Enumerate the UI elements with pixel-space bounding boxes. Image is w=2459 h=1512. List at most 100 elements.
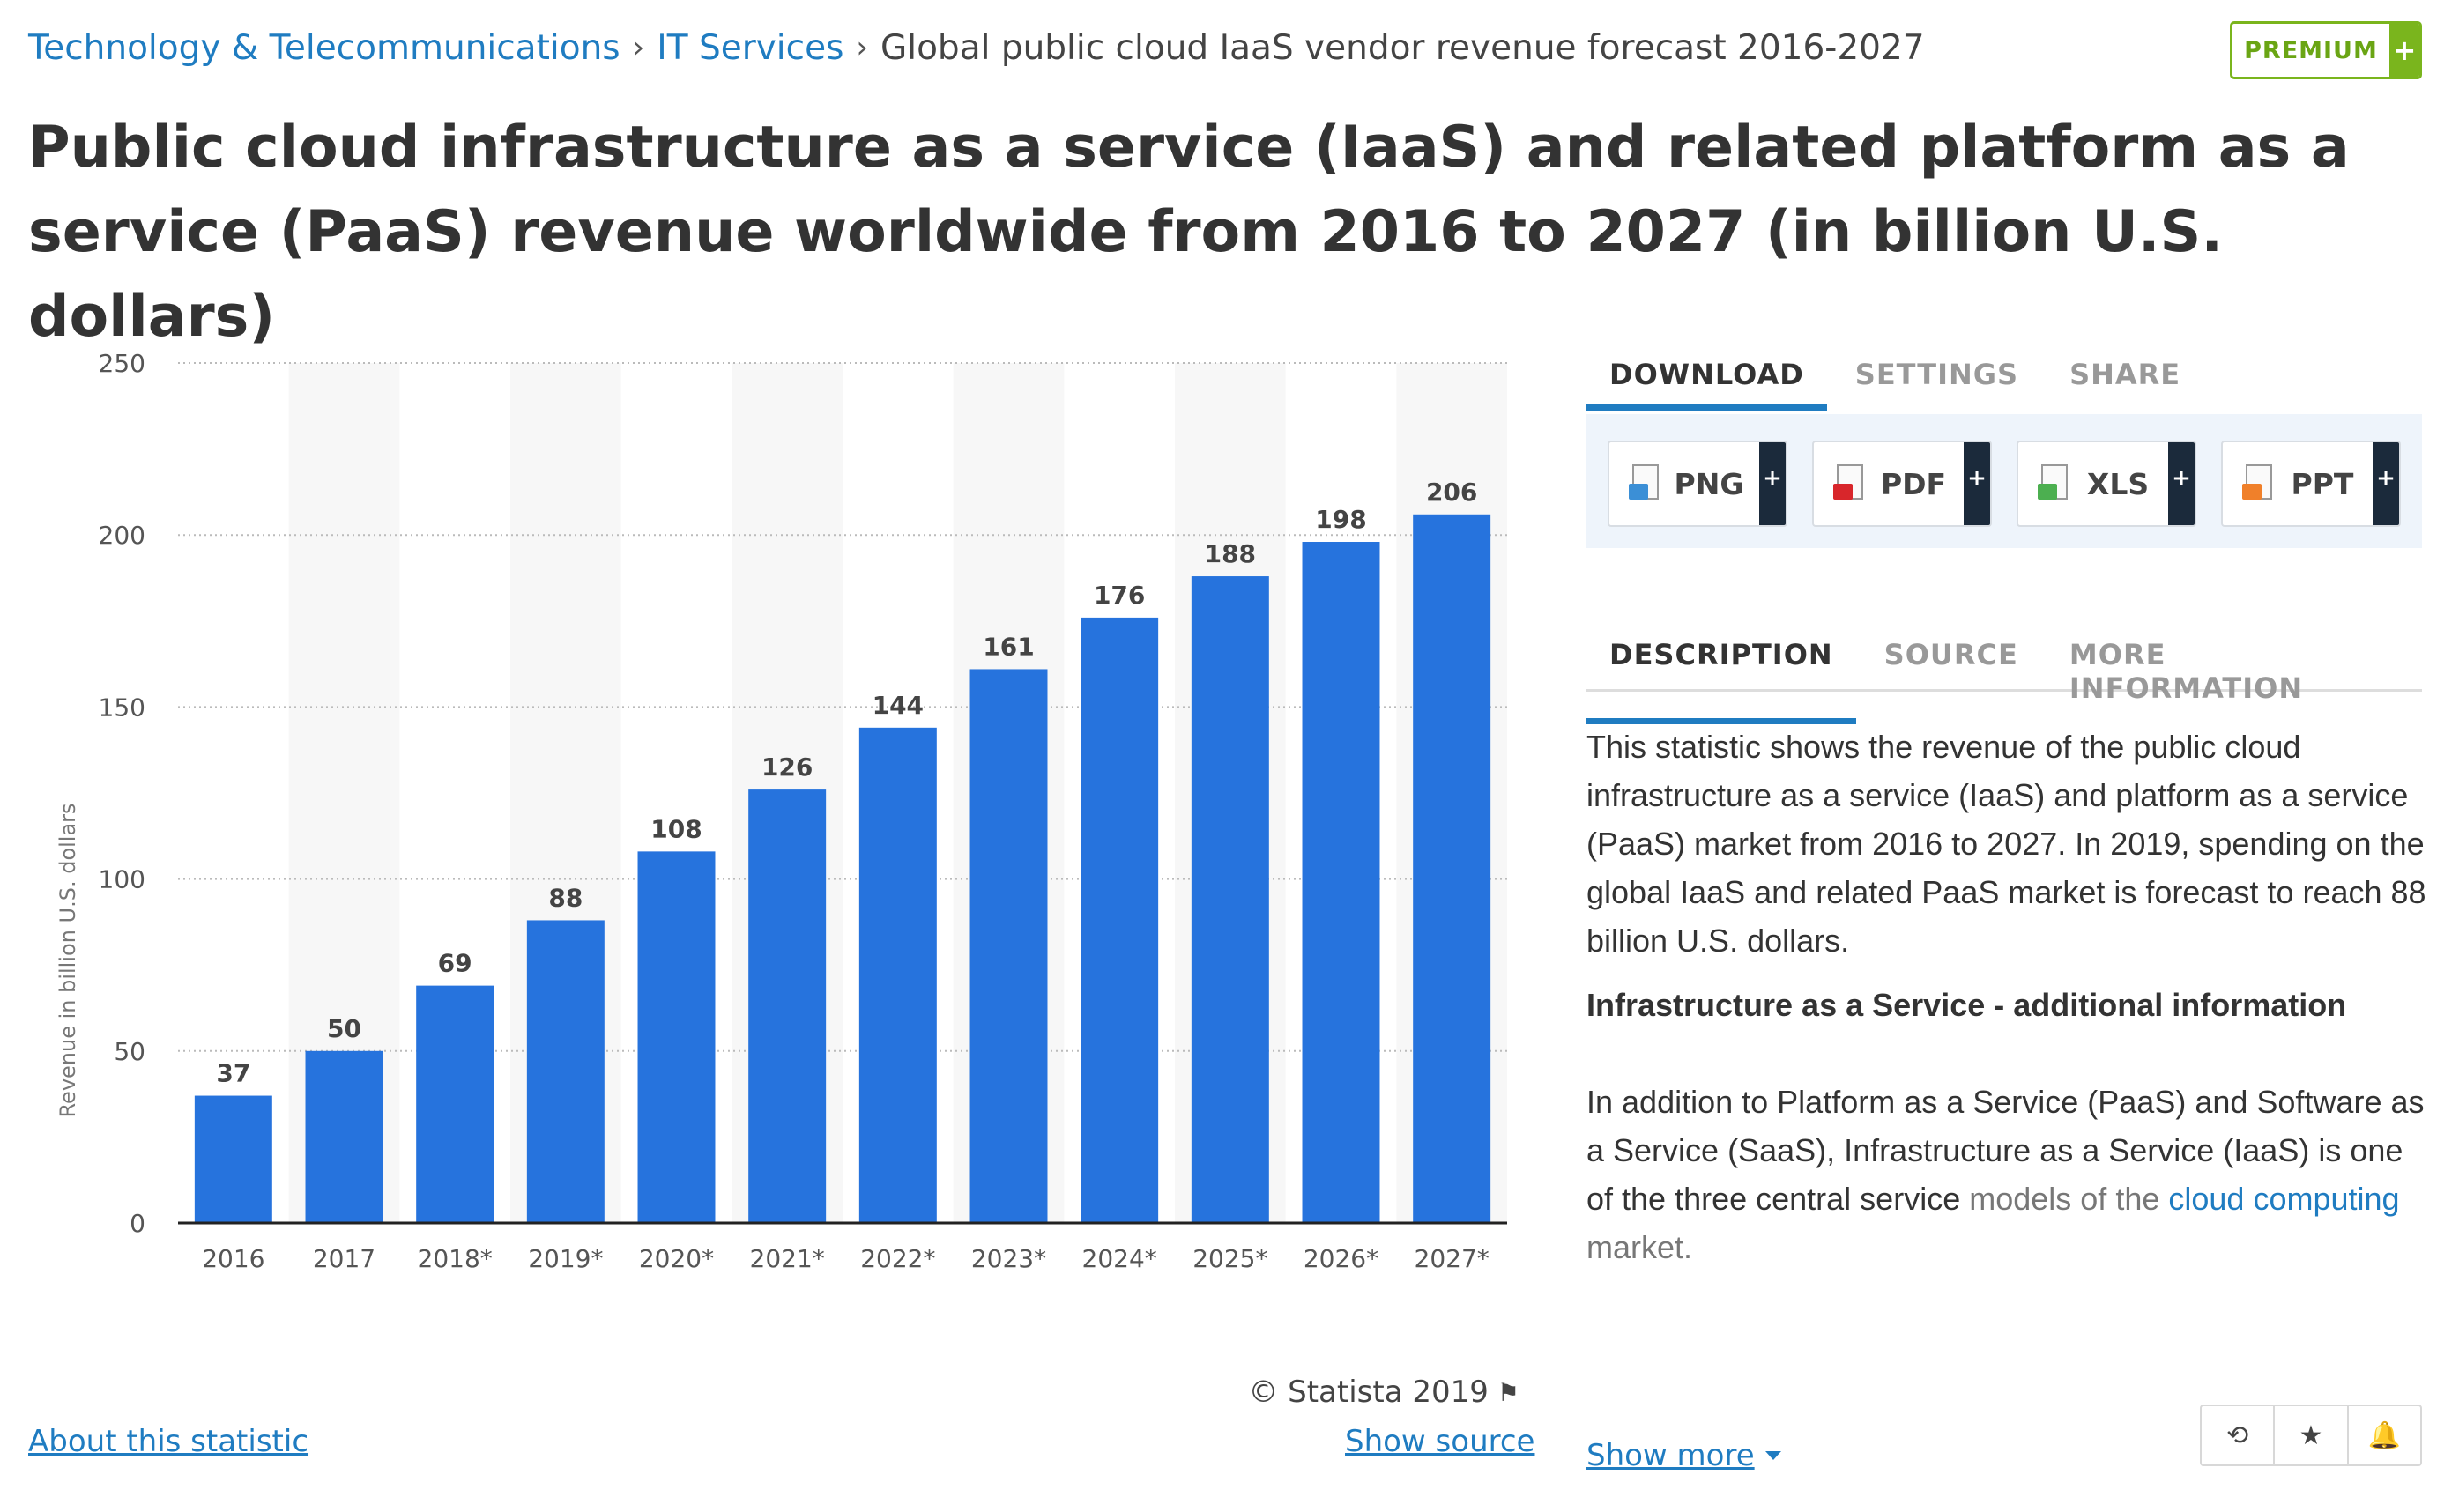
flag-icon[interactable]: ⚑ [1497, 1377, 1519, 1407]
tab-download[interactable]: DOWNLOAD [1586, 358, 1827, 411]
breadcrumb: Technology & Telecommunications › IT Ser… [28, 26, 1925, 69]
breadcrumb-current: Global public cloud IaaS vendor revenue … [880, 27, 1925, 68]
copyright: © Statista 2019 ⚑ [1248, 1375, 1519, 1410]
bar [858, 727, 937, 1223]
description-paragraph-2-tail: models of the [1969, 1181, 2160, 1217]
plus-icon: + [2168, 442, 2195, 525]
bar [637, 851, 716, 1223]
premium-badge[interactable]: PREMIUM + [2230, 21, 2422, 79]
tab-more-information[interactable]: MORE INFORMATION [2069, 638, 2304, 705]
bar [1413, 514, 1491, 1223]
pdf-file-icon [1833, 464, 1868, 503]
caret-down-icon [1764, 1451, 1781, 1460]
download-png-label: PNG [1674, 466, 1744, 501]
data-label: 69 [438, 949, 472, 978]
y-tick-label: 50 [114, 1037, 145, 1066]
show-source-link[interactable]: Show source [1345, 1424, 1535, 1459]
x-tick-label: 2018* [418, 1244, 493, 1273]
tabs-divider [1586, 689, 2422, 692]
bar-chart: 0 50 100 150 200 250 37 50 69 88 108 126 144 161 176 1… [56, 349, 1507, 1273]
data-label: 144 [873, 691, 924, 720]
x-tick-label: 2021* [750, 1244, 825, 1273]
premium-label: PREMIUM [2244, 36, 2378, 64]
data-label: 206 [1426, 478, 1477, 507]
data-label: 161 [983, 632, 1034, 661]
show-more-link[interactable]: Show more [1586, 1438, 1781, 1473]
bar [748, 789, 827, 1223]
bar [305, 1050, 383, 1223]
breadcrumb-link-it-services[interactable]: IT Services [657, 27, 844, 68]
data-label: 37 [216, 1059, 250, 1088]
x-tick-label: 2023* [971, 1244, 1046, 1273]
description-text: This statistic shows the revenue of the … [1586, 723, 2433, 1271]
breadcrumb-separator: › [856, 30, 869, 65]
download-pdf-label: PDF [1880, 466, 1947, 501]
download-options: PNG + PDF + XLS + PPT + [1586, 414, 2422, 548]
data-label: 188 [1205, 539, 1256, 568]
plus-icon: + [1759, 442, 1786, 525]
statistic-actions: ⟲ ★ 🔔 [2200, 1405, 2422, 1466]
x-tick-label: 2022* [860, 1244, 935, 1273]
info-tabs: DESCRIPTION SOURCE MORE INFORMATION [1586, 638, 2459, 724]
tab-description[interactable]: DESCRIPTION [1586, 638, 1856, 724]
x-tick-label: 2017 [313, 1244, 375, 1273]
download-ppt-button[interactable]: PPT + [2221, 441, 2401, 527]
png-file-icon [1629, 464, 1664, 503]
data-label: 198 [1315, 505, 1366, 534]
x-tick-label: 2019* [528, 1244, 603, 1273]
bar [1081, 617, 1159, 1223]
breadcrumb-link-technology[interactable]: Technology & Telecommunications [28, 27, 620, 68]
y-tick-label: 100 [99, 865, 145, 894]
description-paragraph-2: In addition to Platform as a Service (Pa… [1586, 1078, 2433, 1271]
data-label: 88 [548, 883, 583, 912]
history-icon[interactable]: ⟲ [2202, 1406, 2276, 1464]
download-tabs: DOWNLOAD SETTINGS SHARE [1586, 358, 2232, 411]
x-tick-label: 2027* [1415, 1244, 1490, 1273]
download-png-button[interactable]: PNG + [1608, 441, 1787, 527]
y-axis-label: Revenue in billion U.S. dollars [56, 803, 80, 1117]
y-tick-label: 250 [99, 349, 145, 378]
page-title: Public cloud infrastructure as a service… [28, 115, 2350, 350]
copyright-text: © Statista 2019 [1248, 1375, 1489, 1410]
plus-icon: + [1964, 442, 1990, 525]
breadcrumb-separator: › [632, 30, 645, 65]
x-tick-label: 2025* [1192, 1244, 1267, 1273]
x-tick-label: 2026* [1304, 1244, 1378, 1273]
tab-source[interactable]: SOURCE [1883, 638, 2018, 671]
star-icon[interactable]: ★ [2275, 1406, 2349, 1464]
data-label: 108 [650, 814, 702, 843]
data-label: 126 [761, 752, 813, 782]
download-pdf-button[interactable]: PDF + [1812, 441, 1992, 527]
bar [416, 985, 494, 1223]
download-xls-label: XLS [2086, 466, 2150, 501]
description-paragraph: This statistic shows the revenue of the … [1586, 729, 2426, 959]
data-label: 50 [327, 1014, 361, 1043]
y-tick-label: 150 [99, 693, 145, 722]
bar [1302, 542, 1380, 1223]
data-label: 176 [1094, 581, 1145, 610]
tab-share[interactable]: SHARE [2069, 358, 2181, 391]
description-paragraph-2-end: market. [1586, 1229, 1693, 1265]
description-subheading: Infrastructure as a Service - additional… [1586, 987, 2347, 1023]
show-more-label: Show more [1586, 1438, 1755, 1473]
y-tick-label: 0 [130, 1209, 145, 1238]
x-tick-label: 2024* [1082, 1244, 1157, 1273]
download-xls-button[interactable]: XLS + [2017, 441, 2196, 527]
x-tick-label: 2020* [639, 1244, 714, 1273]
ppt-file-icon [2242, 464, 2277, 503]
bar [526, 920, 605, 1223]
bell-icon[interactable]: 🔔 [2367, 1419, 2401, 1451]
bar [194, 1095, 272, 1223]
description-paragraph-2-lead: In addition to Platform as a Service (Pa… [1586, 1084, 2425, 1217]
download-ppt-label: PPT [2291, 466, 2354, 501]
y-tick-label: 200 [99, 521, 145, 550]
bar [969, 669, 1048, 1223]
about-statistic-link[interactable]: About this statistic [28, 1424, 309, 1459]
premium-plus-icon: + [2389, 24, 2419, 77]
tab-settings[interactable]: SETTINGS [1854, 358, 2019, 391]
bar [1191, 576, 1269, 1223]
xls-file-icon [2038, 464, 2073, 503]
plus-icon: + [2373, 442, 2399, 525]
x-tick-label: 2016 [202, 1244, 264, 1273]
cloud-computing-link[interactable]: cloud computing [2168, 1181, 2400, 1217]
